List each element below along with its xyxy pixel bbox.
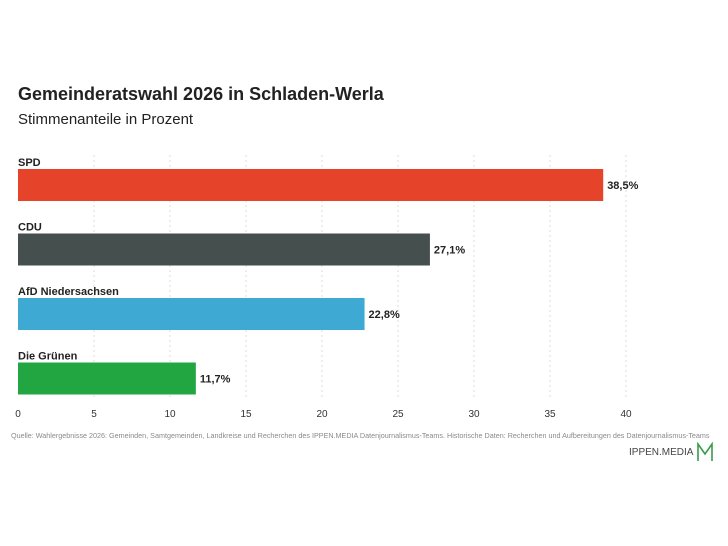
ippen-m-icon	[697, 442, 714, 461]
x-tick-label: 25	[392, 409, 404, 420]
source-note: Quelle: Wahlergebnisse 2026: Gemeinden, …	[11, 431, 710, 440]
x-tick-label: 5	[91, 409, 97, 420]
category-label: Die Grünen	[18, 351, 78, 363]
bar	[18, 298, 365, 330]
x-tick-label: 10	[164, 409, 176, 420]
x-tick-label: 20	[316, 409, 328, 420]
bar-chart: 0 5 10 15 20 25 30 35 40 SPD 38,5% CDU 27,1% AfD Nied…	[15, 155, 639, 420]
chart-subtitle: Stimmenanteile in Prozent	[18, 111, 194, 128]
category-label: AfD Niedersachsen	[18, 286, 119, 298]
x-tick-label: 30	[468, 409, 480, 420]
publisher-logo: IPPEN.MEDIA	[629, 441, 714, 463]
x-tick-label: 15	[240, 409, 252, 420]
x-tick-label: 40	[620, 409, 632, 420]
category-label: SPD	[18, 157, 41, 169]
bar	[18, 362, 196, 395]
bar	[18, 233, 430, 266]
value-label: 38,5%	[607, 180, 638, 192]
value-label: 22,8%	[369, 309, 400, 321]
x-tick-label: 0	[15, 409, 21, 420]
category-label: CDU	[18, 222, 42, 234]
logo-text: IPPEN.MEDIA	[629, 446, 694, 458]
chart-title: Gemeinderatswahl 2026 in Schladen-Werla	[18, 84, 384, 104]
value-label: 11,7%	[200, 374, 231, 386]
value-label: 27,1%	[434, 245, 465, 257]
x-tick-label: 35	[544, 409, 556, 420]
bar	[18, 169, 604, 201]
